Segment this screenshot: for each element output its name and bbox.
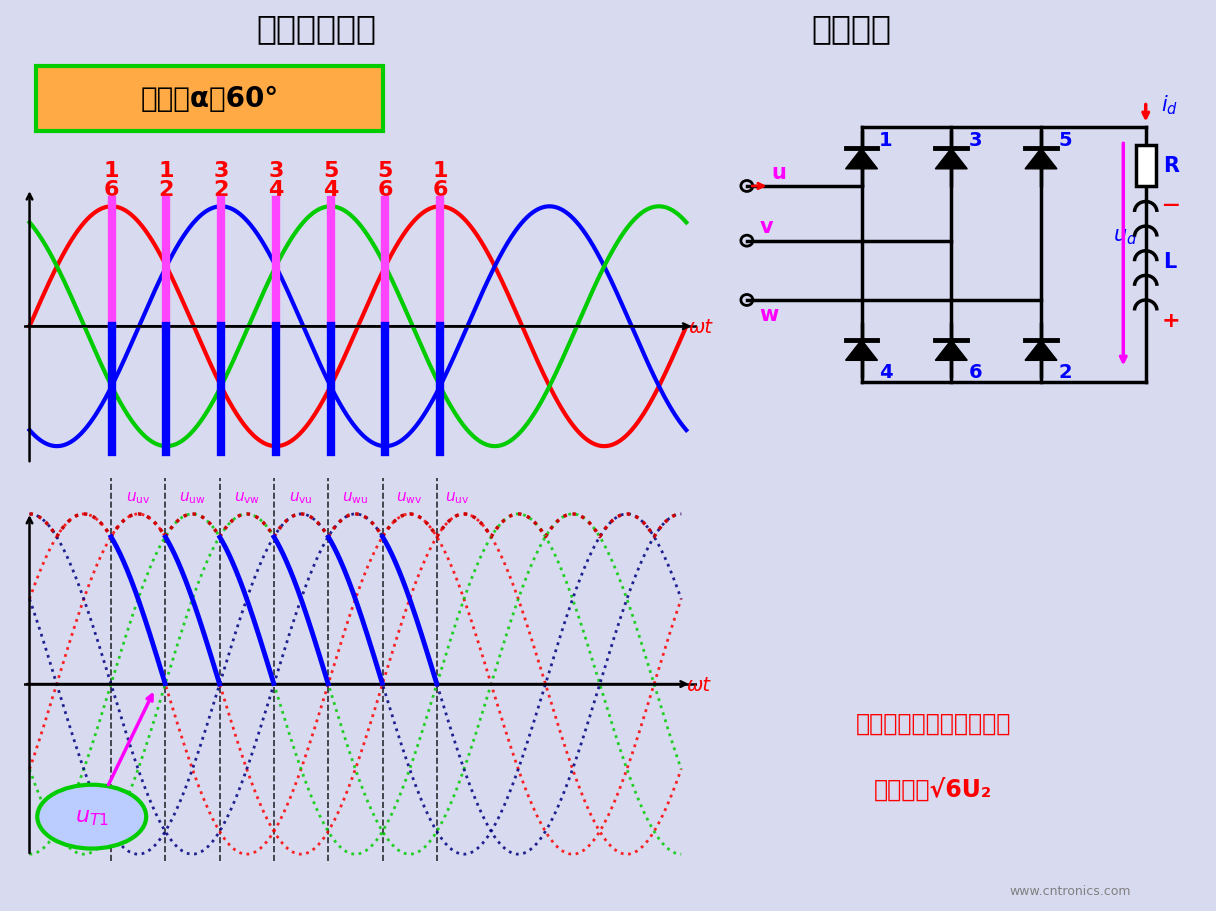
- Text: 3: 3: [214, 160, 229, 180]
- Text: 6: 6: [969, 363, 983, 382]
- Text: $u_{\mathrm{uw}}$: $u_{\mathrm{uw}}$: [179, 490, 206, 506]
- Text: $u_{\mathrm{wu}}$: $u_{\mathrm{wu}}$: [342, 490, 368, 506]
- Text: 6: 6: [103, 179, 119, 200]
- Polygon shape: [845, 149, 878, 169]
- Text: ωt: ωt: [689, 317, 713, 336]
- Text: 晶闸管承受的最大正、反: 晶闸管承受的最大正、反: [856, 711, 1010, 734]
- Text: v: v: [759, 217, 773, 237]
- Text: 向压降为√6U₂: 向压降为√6U₂: [874, 776, 992, 801]
- Text: $u_{\mathrm{wv}}$: $u_{\mathrm{wv}}$: [396, 490, 423, 506]
- Text: ωt: ωt: [686, 675, 710, 694]
- Text: R: R: [1164, 157, 1180, 176]
- Text: 4: 4: [323, 179, 338, 200]
- Text: $u_{T1}$: $u_{T1}$: [74, 807, 108, 827]
- Text: +: +: [1161, 312, 1181, 331]
- Text: 三相全控桥式: 三相全控桥式: [257, 12, 376, 45]
- Text: 4: 4: [879, 363, 893, 382]
- Text: 5: 5: [323, 160, 338, 180]
- Polygon shape: [935, 341, 967, 361]
- Text: $i_d$: $i_d$: [1160, 94, 1178, 118]
- Text: $u_{\mathrm{vw}}$: $u_{\mathrm{vw}}$: [233, 490, 260, 506]
- Polygon shape: [845, 341, 878, 361]
- Text: w: w: [759, 305, 778, 325]
- Text: 1: 1: [158, 160, 174, 180]
- Text: $u_d$: $u_d$: [1114, 227, 1138, 247]
- Text: 2: 2: [158, 179, 174, 200]
- Text: $u_{\mathrm{uv}}$: $u_{\mathrm{uv}}$: [445, 490, 469, 506]
- Text: www.cntronics.com: www.cntronics.com: [1009, 885, 1131, 897]
- Text: 5: 5: [1058, 131, 1073, 149]
- Bar: [1136, 146, 1155, 187]
- Text: L: L: [1164, 252, 1176, 271]
- Text: $u_{\mathrm{vu}}$: $u_{\mathrm{vu}}$: [289, 490, 313, 506]
- Text: 6: 6: [432, 179, 447, 200]
- Text: 2: 2: [214, 179, 229, 200]
- Ellipse shape: [38, 785, 146, 849]
- Text: 控制角α＝60°: 控制角α＝60°: [141, 86, 278, 113]
- Text: 2: 2: [1058, 363, 1073, 382]
- Text: —: —: [1161, 196, 1178, 214]
- Text: $u_{\mathrm{uv}}$: $u_{\mathrm{uv}}$: [126, 490, 151, 506]
- Text: 3: 3: [269, 160, 283, 180]
- Text: 1: 1: [432, 160, 447, 180]
- Text: 6: 6: [377, 179, 393, 200]
- Polygon shape: [1025, 149, 1057, 169]
- Text: 工作原理: 工作原理: [811, 12, 891, 45]
- Text: u: u: [772, 162, 787, 182]
- Text: 1: 1: [879, 131, 893, 149]
- Polygon shape: [1025, 341, 1057, 361]
- Text: 5: 5: [378, 160, 393, 180]
- Text: 1: 1: [103, 160, 119, 180]
- FancyBboxPatch shape: [36, 67, 383, 132]
- Text: 4: 4: [269, 179, 283, 200]
- Text: 3: 3: [969, 131, 983, 149]
- Polygon shape: [935, 149, 967, 169]
